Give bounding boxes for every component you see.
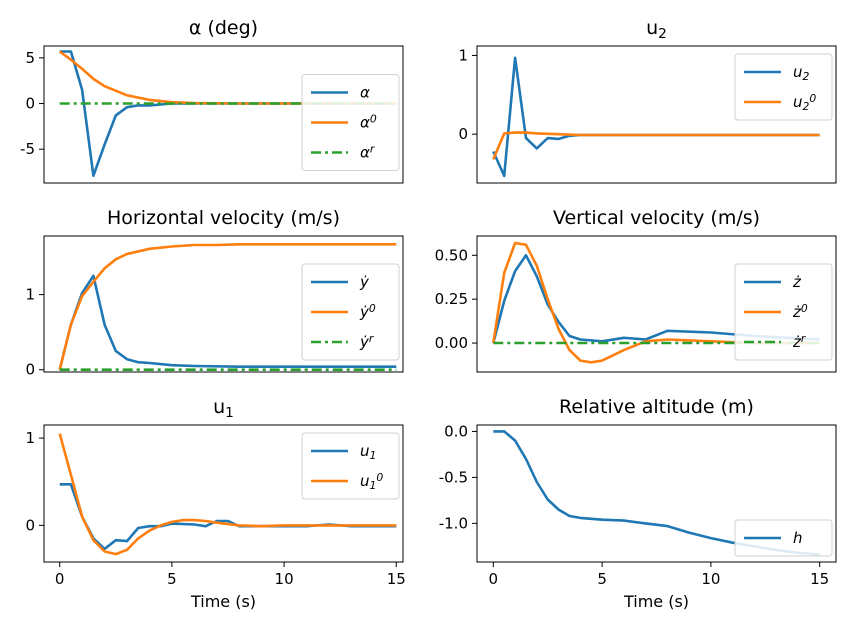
series-line-1 [58,433,397,556]
chart-title: α (deg) [189,17,258,39]
legend-label: ẏ [359,273,370,291]
legend-label: ż0 [792,302,808,321]
plot-area-frame [476,235,837,373]
chart-panel-alt: Relative altitude (m) 0.0 -0.5 -1.0 0 5 10 15 Ti… [439,396,837,611]
y-tick-label: -0.5 [439,468,468,486]
legend-label: ẏ0 [359,302,376,321]
y-tick-label: 1 [25,286,35,304]
y-tick-label: 0 [25,516,35,534]
series-line-1 [492,131,820,160]
plot-area-frame [43,45,404,184]
y-tick-label: -1.0 [439,514,468,532]
y-tick-label: 1 [25,429,35,447]
legend: h [734,519,833,557]
legend-label: ẏr [359,332,374,351]
y-tick-label: 0.00 [435,334,468,352]
series-line-1 [58,50,397,105]
legend-label: u2 [793,63,810,83]
x-tick-label: 0 [489,570,499,588]
legend-frame [734,263,833,361]
chart-series-group [492,241,820,364]
chart-series-group [58,243,397,372]
legend-label: żr [792,332,806,351]
legend-label: u20 [793,92,816,113]
x-tick-label: 15 [387,570,406,588]
y-tick-label: 0.0 [444,422,468,440]
legend-label: α [360,84,370,102]
y-tick-label: -5 [20,140,35,158]
chart-title: u2 [646,17,667,42]
y-tick-label: 5 [25,49,35,67]
series-line-0 [58,274,397,371]
plot-area-frame [43,424,404,563]
legend-frame [734,53,833,121]
y-tick-label: 0.25 [435,290,468,308]
chart-panel-hvel: Horizontal velocity (m/s) 1 0 ẏ ẏ0 ẏr [25,207,404,379]
x-tick-label: 0 [55,570,65,588]
legend-frame [301,263,400,361]
chart-title: u1 [213,396,234,421]
y-tick-label: 0 [25,361,35,379]
series-line-1 [58,243,397,371]
legend-label: α0 [360,113,377,132]
y-tick-label: 0 [458,125,468,143]
x-tick-label: 10 [275,570,294,588]
legend-label: h [793,529,803,547]
y-tick-label: 0.50 [435,246,468,264]
legend-frame [301,74,400,171]
x-axis-label: Time (s) [190,592,256,611]
legend: ż ż0 żr [734,263,833,361]
plot-area-frame [476,45,837,184]
legend-label: u10 [360,471,383,492]
plot-area-frame [476,424,837,563]
x-tick-label: 10 [701,570,720,588]
chart-panel-vvel: Vertical velocity (m/s) 0.50 0.25 0.00 ż ż0 żr [435,207,837,373]
chart-title: Horizontal velocity (m/s) [107,207,340,229]
chart-panel-alpha: α (deg) 5 0 -5 α α0 αr [20,17,404,184]
legend-label: ż [792,273,802,291]
x-tick-label: 5 [167,570,177,588]
legend-label: αr [360,143,375,162]
y-tick-label: 0 [25,95,35,113]
y-tick-label: 1 [458,46,468,64]
legend: ẏ ẏ0 ẏr [301,263,400,361]
plot-area-frame [43,235,404,373]
x-tick-label: 15 [810,570,829,588]
chart-title: Relative altitude (m) [559,396,754,418]
chart-series-group [58,433,397,556]
series-line-1 [492,241,820,364]
x-axis-label: Time (s) [623,592,689,611]
chart-title: Vertical velocity (m/s) [553,207,760,229]
legend-label: u1 [360,442,376,462]
x-tick-label: 5 [597,570,607,588]
chart-series-group [492,56,820,178]
legend-frame [734,519,833,557]
legend-frame [301,432,400,500]
legend: α α0 αr [301,74,400,171]
series-line-0 [492,254,820,344]
